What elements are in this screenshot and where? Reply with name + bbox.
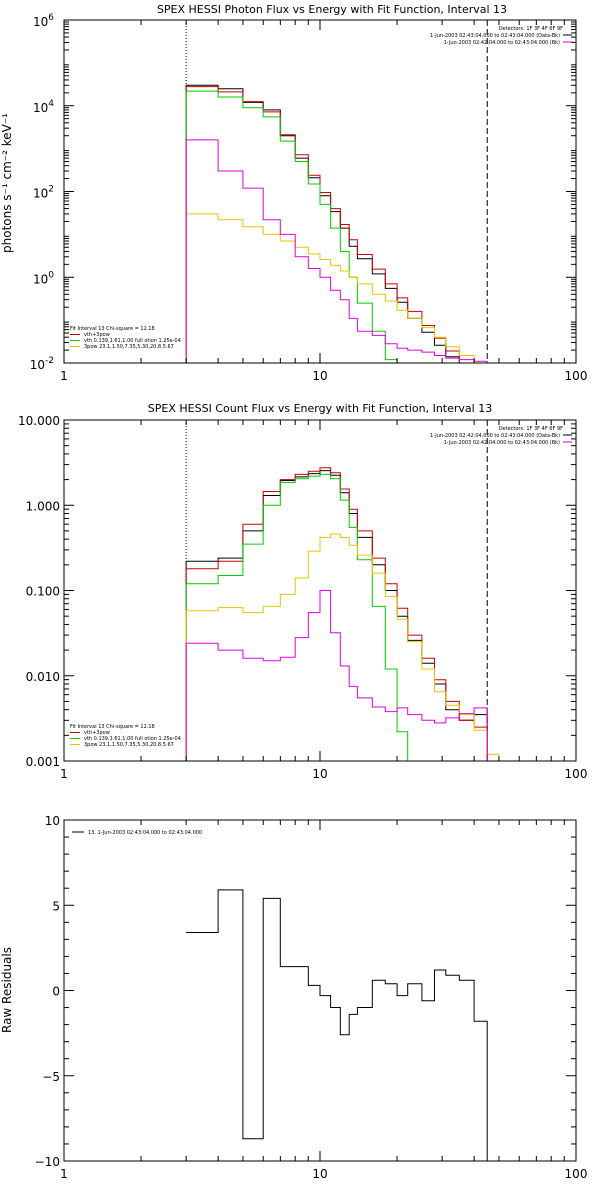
fit-legend-header: Fit Interval 13 Chi-square = 12.18 (70, 326, 155, 332)
y-tick-label: −10 (35, 1155, 60, 1169)
series-line-1 (185, 467, 488, 761)
y-tick-label: 0.100 (26, 585, 60, 599)
y-axis-label: photons s⁻¹ cm⁻² keV⁻¹ (0, 113, 14, 253)
legend-entry-label: 1-Jun-2003 02:42:04.000 to 02:43:04.000 … (444, 40, 560, 46)
photon-flux-panel: SPEX HESSI Photon Flux vs Energy with Fi… (0, 3, 587, 383)
x-tick-label: 100 (565, 1167, 588, 1181)
series-line-4 (185, 590, 488, 761)
x-tick-label: 100 (565, 369, 588, 383)
y-tick-label: 10 (45, 814, 60, 828)
residuals-panel: Raw Residuals 1 10 100 −10 −5 0 5 10 13. 1-Jun-… (0, 814, 587, 1181)
y-tick-label: 102 (33, 185, 54, 201)
y-tick-label: 104 (33, 99, 54, 115)
y-tick-label: 0.001 (26, 755, 60, 769)
y-tick-label: 0 (52, 985, 60, 999)
y-axis-label: Raw Residuals (0, 947, 14, 1033)
legend: Detectors: 1F 3F 4F 6F 9F1-Jun-2003 02:4… (430, 26, 572, 46)
series-curves (185, 467, 500, 761)
x-tick-label: 1 (60, 369, 68, 383)
legend-entry-label: 1-Jun-2003 02:42:04.000 to 02:43:04.000 … (444, 440, 560, 446)
series-curves (185, 84, 500, 363)
x-tick-label: 10 (312, 767, 327, 781)
series-line-0 (185, 470, 500, 761)
count-flux-panel: SPEX HESSI Count Flux vs Energy with Fit… (18, 402, 587, 781)
y-tick-label: 10.000 (18, 414, 60, 428)
legend-entry-label: 1-Jun-2003 02:43:04.000 to 02:43:04.000 … (430, 33, 560, 39)
x-tick-label: 10 (312, 369, 327, 383)
tick-labels: 1 10 100 10-2 100 102 104 106 (30, 13, 588, 383)
reference-lines (185, 20, 488, 363)
x-tick-label: 1 (60, 1167, 68, 1181)
reference-lines (185, 420, 488, 761)
x-tick-label: 10 (312, 1167, 327, 1181)
fit-legend-header: Fit Interval 13 Chi-square = 12.18 (70, 724, 155, 730)
series-line-4 (185, 139, 488, 363)
fit-legend-label: vth+3pow (84, 332, 110, 338)
x-tick-label: 100 (565, 767, 588, 781)
fit-legend: Fit Interval 13 Chi-square = 12.18vth+3p… (70, 724, 181, 748)
legend-header: Detectors: 1F 3F 4F 6F 9F (499, 26, 563, 32)
fit-legend-label: 3pow 23.1,1.50,7.35,5.30,20.8,5.67 (84, 344, 174, 350)
y-tick-label: 106 (33, 13, 54, 29)
fit-legend-label: vth 0.139,1.61,1.00 full otion 1.25e-04 (84, 736, 181, 742)
legend: Detectors: 1F 3F 4F 6F 9F1-Jun-2003 02:4… (430, 426, 572, 446)
legend-entry-label: 1-Jun-2003 02:42:04.000 to 02:43:04.000 … (430, 433, 560, 439)
fit-legend: Fit Interval 13 Chi-square = 12.18vth+3p… (70, 326, 181, 350)
legend-entry-label: 13. 1-Jun-2003 02:43:04.000 to 02:43:04.… (88, 830, 202, 836)
series-line-3 (185, 533, 500, 761)
fit-legend-label: 3pow 23.1,1.50,7.35,5.30,20.8,5.67 (84, 742, 174, 748)
fit-legend-label: vth 0.139,1.61,1.00 full otion 1.25e-04 (84, 338, 181, 344)
fit-legend-label: vth+3pow (84, 730, 110, 736)
tick-labels: 1 10 100 −10 −5 0 5 10 (35, 814, 588, 1181)
series-line-1 (185, 86, 500, 363)
legend: 13. 1-Jun-2003 02:43:04.000 to 02:43:04.… (72, 830, 202, 836)
x-tick-label: 1 (60, 767, 68, 781)
y-tick-label: 1.000 (26, 499, 60, 513)
axes (63, 19, 577, 364)
panel-title: SPEX HESSI Photon Flux vs Energy with Fi… (157, 3, 507, 16)
y-tick-label: 5 (52, 899, 60, 913)
y-tick-label: 0.010 (26, 670, 60, 684)
series-line-2 (185, 90, 398, 363)
tick-labels: 1 10 100 0.001 0.010 0.100 1.000 10.000 (18, 414, 587, 781)
series-curves (186, 889, 488, 1161)
y-tick-label: 10-2 (30, 356, 54, 372)
axes (63, 819, 577, 1162)
y-tick-label: 100 (33, 270, 54, 286)
y-tick-label: −5 (42, 1070, 60, 1084)
series-line-3 (185, 213, 500, 363)
legend-header: Detectors: 1F 3F 4F 6F 9F (499, 426, 563, 432)
axes (63, 419, 577, 762)
series-line-0 (185, 84, 500, 363)
panel-title: SPEX HESSI Count Flux vs Energy with Fit… (148, 402, 492, 415)
series-line-2 (185, 473, 409, 761)
series-line-0 (186, 889, 488, 1161)
